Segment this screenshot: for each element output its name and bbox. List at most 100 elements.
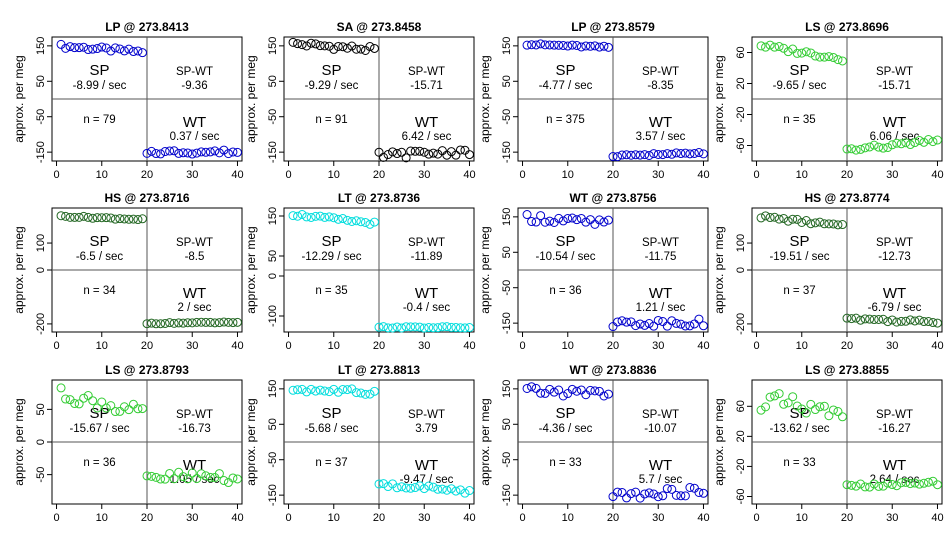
data-point (142, 471, 152, 481)
data-point (379, 479, 389, 489)
data-point (437, 484, 447, 494)
data-point (905, 140, 915, 150)
data-point (433, 484, 443, 494)
y-tick-label: -60 (735, 138, 747, 154)
data-point (783, 47, 793, 57)
data-point (406, 322, 416, 332)
data-point (527, 382, 537, 392)
data-point (174, 148, 184, 158)
panel-5: HS @ 273.8716 -200 0 100 0 10 20 30 40 approx. pe… (12, 191, 244, 352)
n-count: n = 34 (83, 285, 116, 297)
data-point (169, 474, 179, 484)
data-point (223, 478, 233, 488)
data-point (788, 392, 798, 402)
y-tick-label: 0 (735, 267, 747, 273)
data-point (56, 383, 66, 393)
data-point (847, 144, 857, 154)
data-point (770, 42, 780, 52)
sp-rate: -4.36 / sec (539, 423, 593, 435)
data-point (137, 48, 147, 58)
data-point (779, 43, 789, 53)
data-point (205, 317, 215, 327)
data-point (622, 150, 632, 160)
data-point (70, 399, 80, 409)
data-point (901, 477, 911, 487)
sp-wt-value: -15.71 (878, 80, 911, 92)
x-tick-label: 40 (231, 340, 243, 352)
data-point (424, 481, 434, 491)
data-point (685, 149, 695, 159)
panel-2: SA @ 273.8458 -150 -50 50 150 0 10 20 30 40 approx… (244, 20, 476, 181)
y-tick-label: 150 (501, 380, 513, 398)
data-point (554, 213, 564, 223)
data-point (338, 384, 348, 394)
y-tick-label: -150 (501, 484, 513, 506)
y-axis-label: approx. per meg (712, 55, 726, 142)
data-point (160, 474, 170, 484)
data-point (833, 55, 843, 65)
panel-title: LS @ 273.8793 (105, 363, 189, 377)
data-point (347, 41, 357, 51)
y-tick-label: -20 (735, 107, 747, 123)
sp-wt-label: SP-WT (876, 237, 913, 249)
x-tick-label: 0 (53, 340, 59, 352)
data-point (698, 149, 708, 159)
data-point (919, 478, 929, 488)
data-point (74, 212, 84, 222)
data-point (169, 318, 179, 328)
data-point (928, 137, 938, 147)
data-point (329, 384, 339, 394)
panel-title: LP @ 273.8413 (105, 20, 189, 34)
data-point (293, 39, 303, 49)
data-point (70, 212, 80, 222)
data-point (603, 42, 613, 52)
data-point (554, 385, 564, 395)
data-point (640, 320, 650, 330)
data-point (797, 48, 807, 58)
data-point (874, 481, 884, 491)
x-tick-label: 0 (285, 169, 291, 181)
panel-title: WT @ 273.8836 (569, 363, 656, 377)
sp-label: SP (555, 62, 575, 79)
wt-rate: 1.21 / sec (636, 302, 686, 314)
data-point (896, 478, 906, 488)
sp-wt-value: -15.71 (410, 80, 443, 92)
sp-label: SP (321, 62, 341, 79)
data-point (214, 469, 224, 479)
data-point (878, 143, 888, 153)
data-point (324, 41, 334, 51)
data-point (455, 323, 465, 333)
data-point (92, 403, 102, 413)
data-point (433, 149, 443, 159)
data-point (932, 480, 942, 490)
data-point (892, 138, 902, 148)
y-tick-label: 60 (735, 46, 747, 58)
x-tick-label: 40 (463, 512, 475, 524)
data-point (819, 219, 829, 229)
data-point (365, 389, 375, 399)
data-point (635, 493, 645, 503)
data-point (631, 487, 641, 497)
data-point (464, 150, 474, 160)
x-tick-label: 30 (886, 512, 898, 524)
data-point (333, 387, 343, 397)
data-point (106, 213, 116, 223)
data-point (214, 318, 224, 328)
data-point (147, 471, 157, 481)
data-point (187, 318, 197, 328)
data-point (783, 398, 793, 408)
x-tick-label: 40 (697, 512, 709, 524)
y-tick-label: 50 (267, 250, 279, 262)
data-point (676, 319, 686, 329)
y-tick-label: -50 (501, 452, 513, 468)
sp-wt-label: SP-WT (642, 409, 679, 421)
data-point (783, 216, 793, 226)
x-tick-label: 10 (96, 340, 108, 352)
data-point (401, 153, 411, 163)
data-point (617, 150, 627, 160)
data-point (392, 322, 402, 332)
data-point (860, 482, 870, 492)
data-point (676, 491, 686, 501)
n-count: n = 91 (315, 114, 347, 126)
panel-title: LT @ 273.8813 (338, 363, 421, 377)
